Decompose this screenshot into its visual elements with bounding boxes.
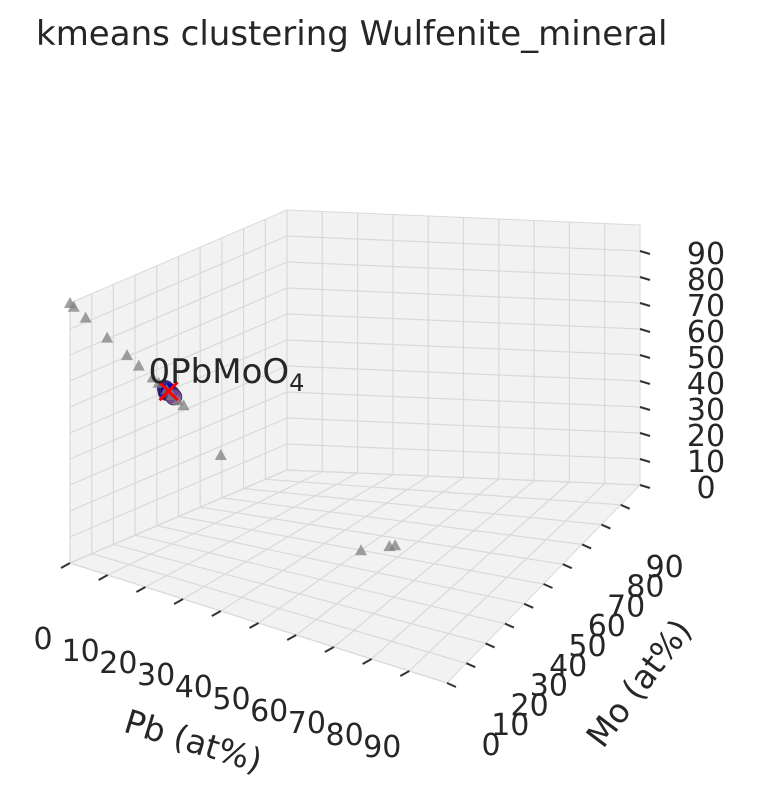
x-tick (173, 598, 184, 605)
z-tick-label: 10 (687, 445, 725, 480)
floor-gridline-y (243, 488, 602, 526)
x-tick-label: 90 (363, 730, 401, 765)
left-wall-gridline-z (69, 313, 288, 408)
z-tick (639, 484, 651, 489)
x-tick (324, 646, 335, 653)
y-tick (600, 523, 611, 530)
z-tick-label: 0 (696, 471, 715, 506)
y-tick-label: 0 (481, 728, 500, 763)
x-tick (249, 622, 259, 629)
y-tick-label: 20 (511, 688, 549, 723)
x-tick-label: 70 (288, 706, 326, 741)
centroid-marker (158, 381, 179, 402)
x-tick-label: 20 (99, 646, 137, 681)
back-wall-gridline-z (286, 313, 641, 330)
y-tick (504, 622, 515, 629)
z-tick-label: 30 (687, 393, 725, 428)
y-tick-label: 40 (549, 649, 587, 684)
x-tick-label: 50 (212, 682, 250, 717)
left-wall-gridline-z (69, 235, 288, 330)
x-tick (362, 658, 373, 665)
x-tick (211, 610, 222, 617)
y-tick-label: 80 (626, 570, 664, 605)
z-tick (639, 276, 651, 281)
x-tick-label: 40 (175, 670, 213, 705)
back-wall-gridline-z (286, 235, 641, 252)
triangle-point (214, 449, 227, 460)
y-tick (523, 602, 534, 609)
floor-gridline-x (371, 481, 570, 660)
back-wall-gridline-z (286, 339, 641, 356)
floor-gridline-y (221, 497, 583, 545)
z-tick (639, 250, 651, 255)
y-tick (446, 682, 457, 688)
z-tick-label: 20 (687, 419, 725, 454)
y-tick-label: 60 (588, 609, 626, 644)
floor-gridline-y (265, 478, 621, 506)
x-tick-label: 60 (250, 694, 288, 729)
triangle-point (67, 300, 80, 312)
floor-gridline-x (295, 478, 500, 636)
y-tick-label: 90 (646, 550, 684, 585)
left-wall-gridline-z (69, 339, 288, 434)
chart-title: kmeans clustering Wulfenite_mineral (36, 14, 668, 54)
x-tick (399, 670, 410, 677)
triangle-point (146, 371, 159, 383)
z-tick (639, 302, 651, 307)
y-tick-label: 30 (530, 669, 568, 704)
x-tick (98, 574, 109, 581)
y-tick (465, 662, 476, 669)
x-tick (135, 586, 146, 593)
z-tick-label: 40 (687, 367, 725, 402)
y-tick (581, 543, 592, 550)
x-tick-label: 30 (137, 658, 175, 693)
x-tick-label: 10 (62, 634, 100, 669)
triangle-point (355, 544, 367, 556)
triangle-point (389, 539, 402, 551)
grid-lines (69, 210, 641, 684)
back-wall-gridline-z (286, 261, 641, 278)
cluster-annotation: 0PbMoO4 (149, 352, 305, 397)
z-tick-label: 50 (687, 341, 725, 376)
z-tick (639, 354, 651, 359)
z-tick (639, 380, 651, 385)
triangle-point (132, 359, 145, 371)
data-points (64, 297, 402, 556)
floor-gridline-x (408, 483, 606, 672)
y-tick (543, 583, 553, 589)
x-tick (286, 634, 297, 641)
floor-gridline-x (333, 480, 535, 648)
x-tick-label: 0 (33, 622, 52, 657)
z-tick (639, 458, 651, 463)
y-tick (485, 642, 496, 649)
back-wall-gridline-z (286, 287, 641, 304)
y-tick-label: 50 (568, 629, 606, 664)
x-tick-label: 80 (326, 718, 364, 753)
triangle-point (79, 311, 92, 323)
triangle-point (177, 399, 190, 411)
z-tick-label: 70 (687, 289, 725, 324)
tick-marks (60, 250, 651, 688)
z-tick (639, 432, 651, 437)
z-tick-label: 80 (687, 263, 725, 298)
y-tick (562, 563, 573, 570)
y-tick (620, 503, 631, 510)
floor-gridline-y (200, 506, 563, 565)
z-tick-label: 90 (687, 237, 725, 272)
triangle-point (121, 349, 134, 361)
left-wall-gridline-z (69, 287, 288, 382)
x-tick (60, 562, 71, 569)
cluster-annotation-subscript: 4 (289, 369, 304, 397)
y-tick-label: 70 (607, 589, 645, 624)
y-tick-label: 10 (491, 708, 529, 743)
z-tick-label: 60 (687, 315, 725, 350)
annotation-layer: 0PbMoO4 (149, 352, 305, 397)
triangle-point (101, 331, 114, 343)
z-tick (639, 328, 651, 333)
z-tick (639, 406, 651, 411)
